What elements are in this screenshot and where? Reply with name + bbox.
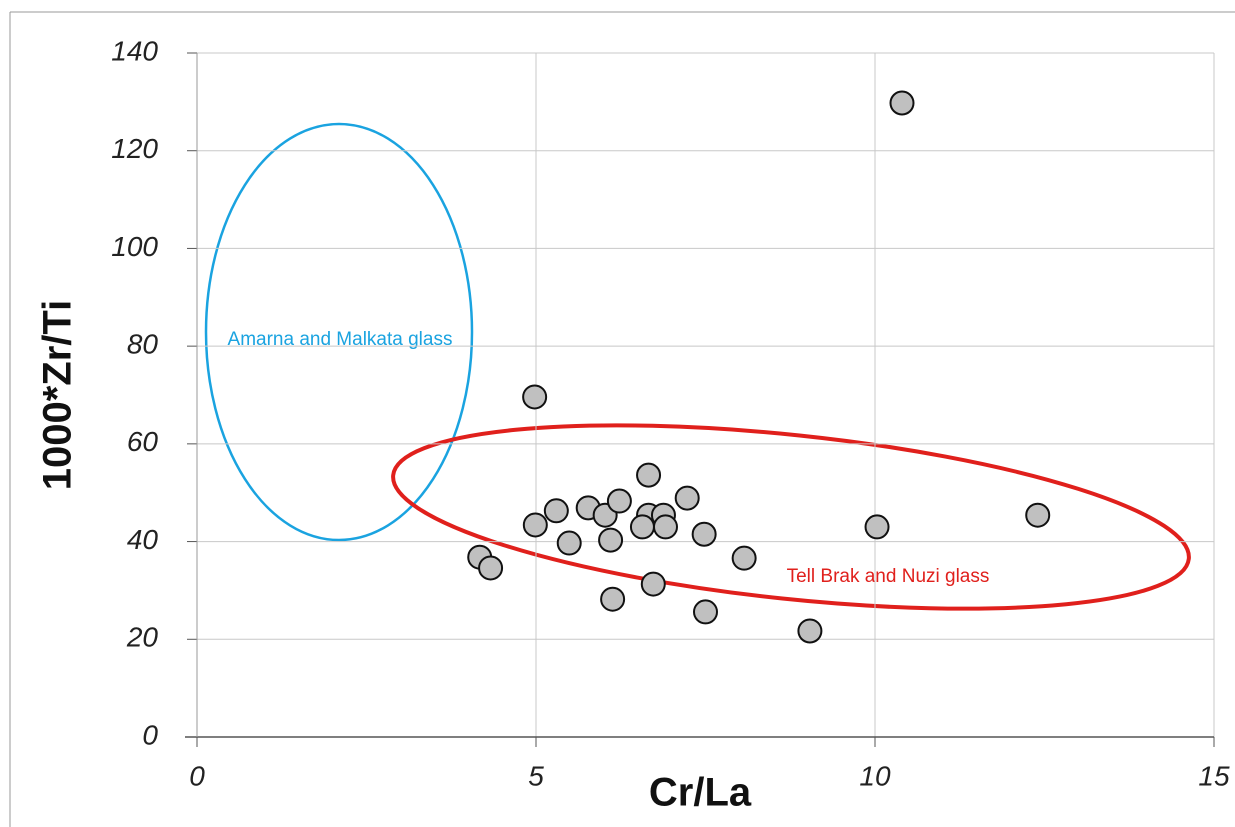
y-tick-label: 40: [127, 524, 159, 555]
point: [556, 530, 582, 556]
y-tick-label: 0: [142, 719, 158, 750]
point: [598, 527, 624, 553]
point: [629, 514, 655, 540]
x-tick-label: 10: [859, 760, 891, 791]
y-tick-label: 140: [111, 35, 158, 66]
point: [640, 571, 666, 597]
point: [652, 514, 678, 540]
point: [600, 586, 626, 612]
legend-marker: [889, 90, 915, 116]
y-axis-title: 1000*Zr/Ti: [36, 300, 80, 491]
point: [606, 488, 632, 514]
point: [864, 514, 890, 540]
tell-brak-ellipse: [391, 423, 1191, 611]
point: [1025, 502, 1051, 528]
y-tick-label: 20: [126, 622, 159, 653]
y-tick-label: 80: [127, 329, 159, 360]
point: [522, 384, 548, 410]
x-tick-label: 5: [528, 760, 544, 791]
point: [693, 599, 718, 625]
y-tick-label: 100: [111, 231, 158, 262]
point: [797, 618, 823, 644]
amarna-ellipse: [204, 122, 474, 542]
point: [636, 462, 662, 488]
point: [543, 498, 569, 524]
x-axis-title: Cr/La: [649, 771, 752, 815]
x-tick-label: 15: [1198, 760, 1230, 791]
x-tick-label: 0: [189, 760, 205, 791]
point: [674, 485, 700, 511]
annotation: Amarna and Malkata glass: [228, 329, 453, 350]
point: [731, 545, 757, 571]
annotation: Tell Brak and Nuzi glass: [787, 566, 990, 587]
point: [478, 555, 504, 581]
point: [691, 521, 717, 547]
y-tick-label: 120: [111, 133, 158, 164]
y-tick-label: 60: [127, 426, 159, 457]
point: [522, 512, 548, 538]
